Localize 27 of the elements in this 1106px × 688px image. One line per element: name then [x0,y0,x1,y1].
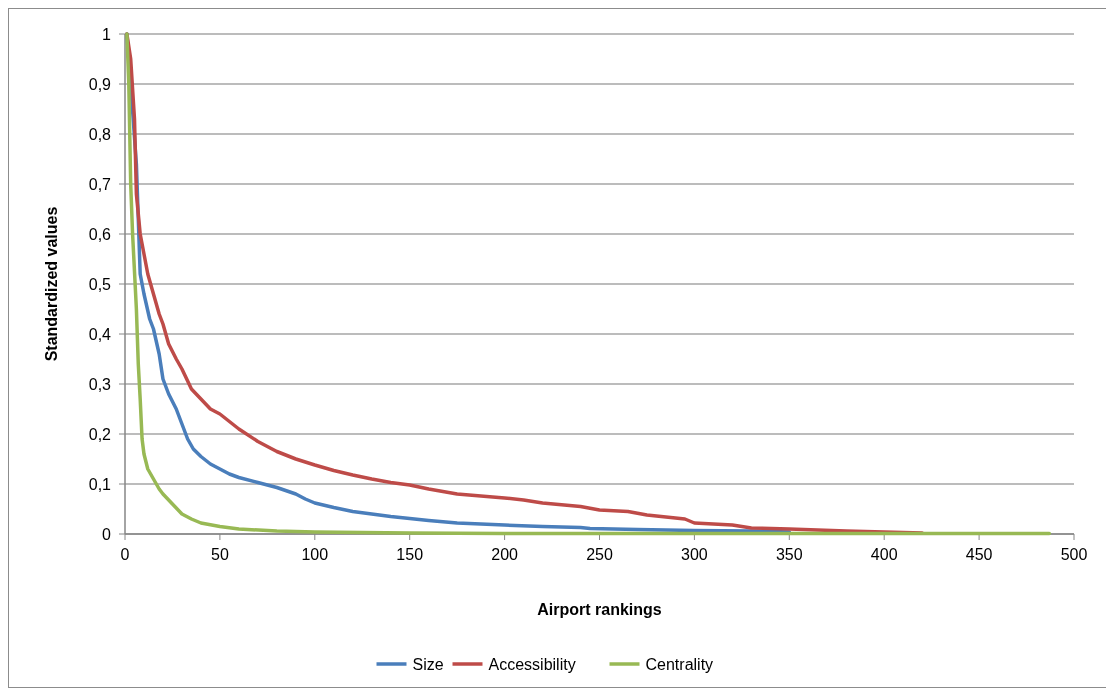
x-tick-label: 450 [965,546,993,563]
x-tick-label: 0 [120,546,130,563]
y-tick-label: 0,3 [88,376,112,393]
x-tick-label: 350 [775,546,803,563]
y-tick-label: 0,1 [88,476,112,493]
y-tick-label: 1 [102,26,112,43]
y-tick-label: 0,9 [88,76,112,93]
y-tick-label: 0,7 [88,176,112,193]
y-tick-label: 0,6 [88,226,112,243]
x-tick-label: 50 [211,546,229,563]
y-axis-title: Standardized values [43,206,60,362]
y-tick-label: 0,8 [88,126,112,143]
x-axis-title: Airport rankings [537,601,662,618]
y-tick-label: 0,5 [88,276,112,293]
x-tick-label: 150 [396,546,424,563]
x-tick-label: 400 [870,546,898,563]
x-tick-label: 200 [491,546,519,563]
legend-label: Accessibility [488,656,576,673]
legend-label: Centrality [645,656,714,673]
x-tick-label: 300 [681,546,708,563]
x-tick-label: 250 [586,546,613,563]
x-tick-label: 500 [1060,546,1088,563]
x-tick-label: 100 [301,546,329,563]
y-tick-label: 0,2 [88,426,112,443]
y-tick-label: 0,4 [88,326,112,343]
legend-label: Size [412,656,444,673]
y-tick-label: 0 [102,526,112,543]
